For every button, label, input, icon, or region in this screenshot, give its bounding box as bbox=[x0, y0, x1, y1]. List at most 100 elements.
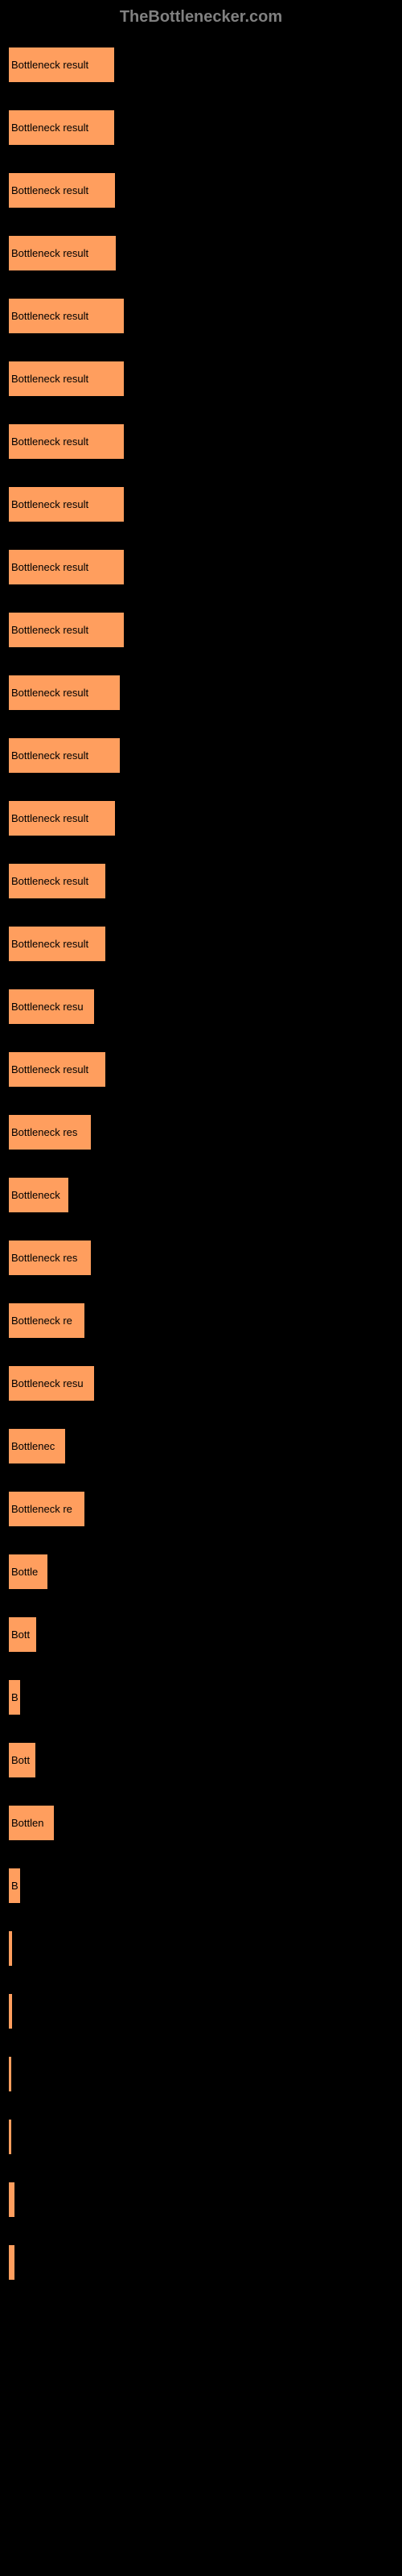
bar: Bottleneck result bbox=[8, 298, 125, 334]
bar-row: Bottlenec bbox=[8, 1428, 394, 1464]
chart-header: TheBottlenecker.com bbox=[8, 8, 394, 27]
bar-row: Bottleneck result bbox=[8, 737, 394, 774]
bar-row: Bottleneck result bbox=[8, 109, 394, 146]
bar-label: Bottleneck result bbox=[11, 687, 88, 699]
bar: Bottleneck result bbox=[8, 612, 125, 648]
bar-row: Bott bbox=[8, 1742, 394, 1778]
bar-row: B bbox=[8, 1868, 394, 1904]
bar-row: Bottleneck res bbox=[8, 1240, 394, 1276]
bar-label: Bottleneck result bbox=[11, 373, 88, 385]
bar-label: B bbox=[11, 1691, 18, 1703]
bar: B bbox=[8, 1868, 21, 1904]
bar-row bbox=[8, 2119, 394, 2155]
bar: Bottleneck result bbox=[8, 737, 121, 774]
bar: Bott bbox=[8, 1742, 36, 1778]
bar: Bottleneck bbox=[8, 1177, 69, 1213]
bar-row: Bottleneck resu bbox=[8, 1365, 394, 1402]
bar-row bbox=[8, 1993, 394, 2029]
bar-label: Bottleneck result bbox=[11, 938, 88, 950]
bar bbox=[8, 2244, 15, 2281]
bar-label: Bottleneck res bbox=[11, 1126, 77, 1138]
bar-row: Bottleneck bbox=[8, 1177, 394, 1213]
bar: Bottleneck result bbox=[8, 47, 115, 83]
bar-row: Bottleneck result bbox=[8, 235, 394, 271]
bar: Bottleneck result bbox=[8, 1051, 106, 1088]
bar-row bbox=[8, 2182, 394, 2218]
bar-row bbox=[8, 2244, 394, 2281]
bar: Bottleneck resu bbox=[8, 989, 95, 1025]
bar-row: Bottle bbox=[8, 1554, 394, 1590]
bar: B bbox=[8, 1679, 21, 1715]
bar-row: Bottleneck result bbox=[8, 361, 394, 397]
bar bbox=[8, 2119, 12, 2155]
bar: Bottleneck result bbox=[8, 926, 106, 962]
bar: Bottleneck result bbox=[8, 675, 121, 711]
bar-row: Bottleneck resu bbox=[8, 989, 394, 1025]
bar: Bottleneck result bbox=[8, 109, 115, 146]
bar-row: Bottleneck re bbox=[8, 1302, 394, 1339]
bar-row: Bottleneck result bbox=[8, 549, 394, 585]
bar-label: Bottleneck result bbox=[11, 247, 88, 259]
bar: Bottleneck res bbox=[8, 1240, 92, 1276]
bar-row: B bbox=[8, 1679, 394, 1715]
bar: Bottle bbox=[8, 1554, 48, 1590]
bar: Bottlenec bbox=[8, 1428, 66, 1464]
bar-row bbox=[8, 2056, 394, 2092]
bar-label: Bottleneck re bbox=[11, 1315, 72, 1327]
bar-label: Bottle bbox=[11, 1566, 38, 1578]
bar-label: Bottlenec bbox=[11, 1440, 55, 1452]
bar: Bottleneck re bbox=[8, 1302, 85, 1339]
bar: Bott bbox=[8, 1616, 37, 1653]
bar-label: Bottleneck result bbox=[11, 310, 88, 322]
header-title: TheBottlenecker.com bbox=[120, 8, 282, 26]
bar-row: Bottlen bbox=[8, 1805, 394, 1841]
bar-row: Bottleneck result bbox=[8, 926, 394, 962]
bar: Bottleneck result bbox=[8, 549, 125, 585]
bar-row: Bottleneck res bbox=[8, 1114, 394, 1150]
bar: Bottleneck res bbox=[8, 1114, 92, 1150]
bar bbox=[8, 2182, 15, 2218]
bar-label: Bottleneck result bbox=[11, 875, 88, 887]
bar-row: Bottleneck result bbox=[8, 486, 394, 522]
bar-label: B bbox=[11, 1880, 18, 1892]
bar-label: Bottleneck result bbox=[11, 498, 88, 510]
bar: Bottleneck result bbox=[8, 172, 116, 208]
bar-label: Bottleneck result bbox=[11, 122, 88, 134]
bar-row: Bottleneck result bbox=[8, 612, 394, 648]
bar: Bottleneck result bbox=[8, 800, 116, 836]
bar: Bottlen bbox=[8, 1805, 55, 1841]
bar bbox=[8, 2056, 12, 2092]
bar-row: Bottleneck result bbox=[8, 675, 394, 711]
bar-label: Bott bbox=[11, 1754, 30, 1766]
bar: Bottleneck result bbox=[8, 863, 106, 899]
bar-row: Bottleneck result bbox=[8, 423, 394, 460]
bar-row: Bottleneck re bbox=[8, 1491, 394, 1527]
bar-row: Bottleneck result bbox=[8, 298, 394, 334]
bar: Bottleneck resu bbox=[8, 1365, 95, 1402]
bar-label: Bottleneck result bbox=[11, 59, 88, 71]
bar-chart: Bottleneck result Bottleneck result Bottle… bbox=[8, 47, 394, 2281]
bar-row: Bottleneck result bbox=[8, 172, 394, 208]
bar-row: Bott bbox=[8, 1616, 394, 1653]
bar-label: Bottlen bbox=[11, 1817, 43, 1829]
bar-label: Bottleneck result bbox=[11, 436, 88, 448]
bar-row: Bottleneck result bbox=[8, 800, 394, 836]
bar: Bottleneck result bbox=[8, 486, 125, 522]
bar-row bbox=[8, 1930, 394, 1967]
bar: Bottleneck result bbox=[8, 361, 125, 397]
bar-label: Bottleneck result bbox=[11, 1063, 88, 1075]
bar-row: Bottleneck result bbox=[8, 863, 394, 899]
bar: Bottleneck result bbox=[8, 235, 117, 271]
bar bbox=[8, 1993, 13, 2029]
bar-label: Bottleneck result bbox=[11, 184, 88, 196]
bar-label: Bottleneck bbox=[11, 1189, 60, 1201]
bar-label: Bottleneck re bbox=[11, 1503, 72, 1515]
bar-label: Bottleneck result bbox=[11, 812, 88, 824]
bar-label: Bott bbox=[11, 1629, 30, 1641]
bar-row: Bottleneck result bbox=[8, 47, 394, 83]
bar-row: Bottleneck result bbox=[8, 1051, 394, 1088]
bar-label: Bottleneck resu bbox=[11, 1377, 84, 1389]
bar-label: Bottleneck result bbox=[11, 561, 88, 573]
bar bbox=[8, 1930, 13, 1967]
bar-label: Bottleneck resu bbox=[11, 1001, 84, 1013]
